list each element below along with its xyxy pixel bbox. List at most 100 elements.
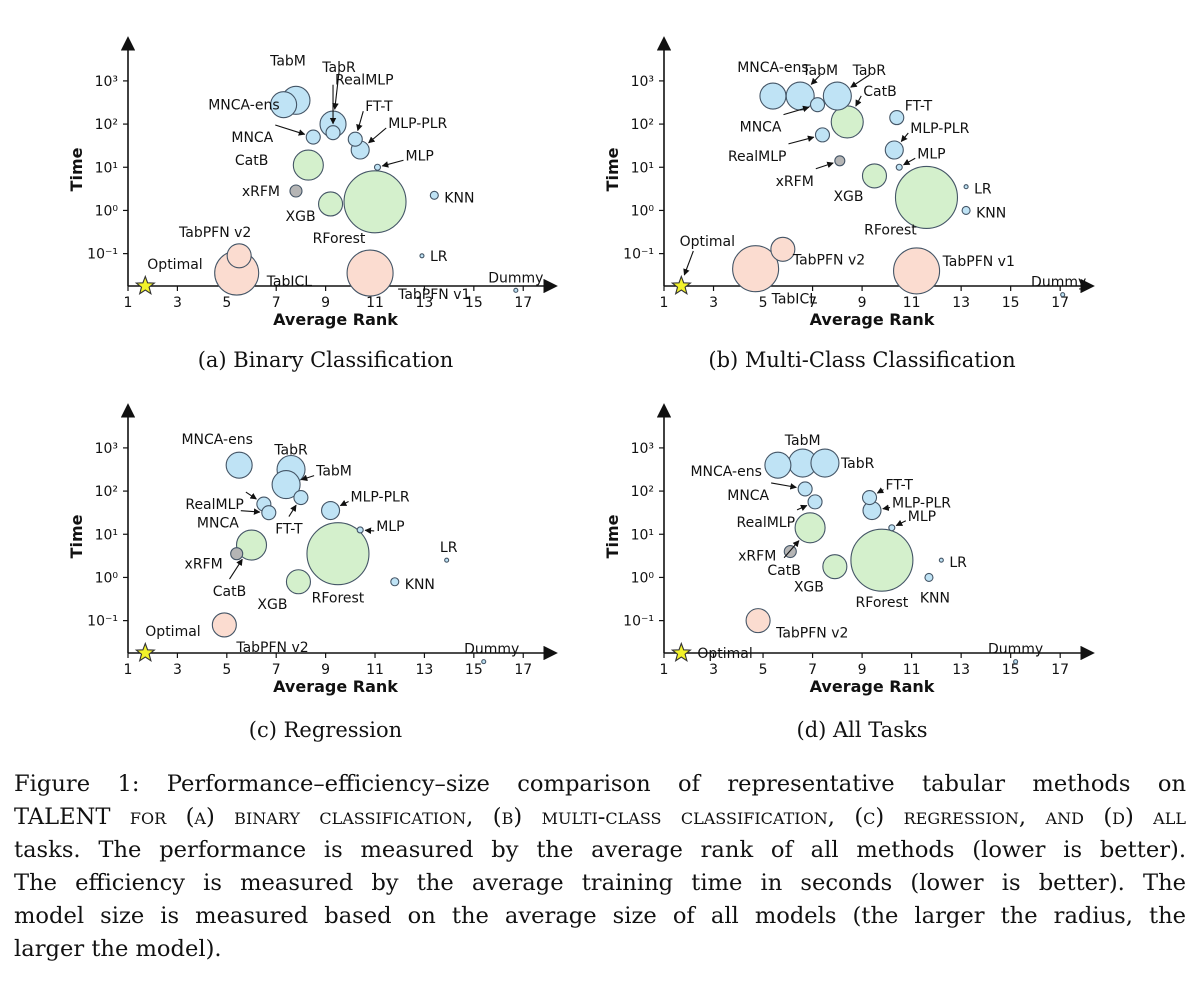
x-tick-label: 11	[366, 295, 384, 311]
caption-line: TALENT for (a) binary classification, (b…	[14, 804, 1186, 830]
x-tick-label: 5	[759, 295, 768, 311]
bubble-tabpfn-v2	[211, 612, 237, 638]
bubble-tabpfn-v2	[770, 236, 796, 262]
y-tick-label: 10⁰	[95, 203, 119, 219]
point-label-catb: CatB	[767, 563, 800, 579]
point-label-tabpfn-v1: TabPFN v1	[942, 254, 1015, 270]
x-axis-label: Average Rank	[810, 310, 935, 329]
x-tick-label: 17	[514, 295, 532, 311]
bubble-tabm	[785, 81, 815, 111]
y-tick-label: 10³	[95, 74, 118, 90]
bubble-lr	[419, 253, 425, 259]
point-label-lr: LR	[949, 555, 967, 571]
bubble-tabr	[810, 448, 840, 478]
x-tick-label: 3	[709, 662, 718, 678]
x-tick-label: 9	[321, 662, 330, 678]
point-label-tabpfn-v2: TabPFN v2	[235, 640, 308, 656]
point-label-mlp: MLP	[908, 509, 936, 525]
annotation-arrow	[332, 72, 340, 110]
point-label-dummy: Dummy	[1031, 275, 1086, 291]
point-label-xrfm: xRFM	[242, 184, 280, 200]
optimal-label: Optimal	[680, 234, 735, 250]
point-label-mlp-plr: MLP-PLR	[388, 116, 447, 132]
x-tick-label: 13	[416, 295, 434, 311]
y-tick-label: 10³	[95, 441, 118, 457]
bubble-ft-t	[347, 131, 363, 147]
y-tick-label: 10¹	[631, 527, 654, 543]
point-label-rforest: RForest	[864, 222, 917, 238]
bubble-rforest	[306, 522, 370, 586]
point-label-tabpfn-v2: TabPFN v2	[775, 626, 848, 642]
optimal-label: Optimal	[145, 624, 200, 640]
optimal-label: Optimal	[697, 646, 752, 662]
bubble-realmlp	[807, 494, 823, 510]
bubble-lr	[938, 557, 944, 563]
bubble-xgb	[285, 569, 311, 595]
caption-line: model size is measured based on the aver…	[14, 903, 1186, 929]
annotation-arrow	[815, 161, 834, 170]
bubble-mlp	[356, 526, 364, 534]
point-label-xrfm: xRFM	[738, 549, 776, 565]
x-tick-label: 13	[952, 662, 970, 678]
point-label-mlp: MLP	[917, 146, 945, 162]
bubble-realmlp	[325, 125, 341, 141]
bubble-mnca	[261, 505, 277, 521]
optimal-star-icon	[670, 641, 692, 662]
bubble-rforest	[894, 165, 959, 230]
subfigure-caption: (d) All Tasks	[797, 718, 928, 742]
bubble-rforest	[850, 528, 914, 592]
annotation-arrow	[381, 159, 404, 168]
y-tick-label: 10⁰	[631, 203, 655, 219]
bubble-catb	[830, 105, 864, 139]
point-label-tabicl: TabICL	[266, 274, 313, 290]
point-label-tabm: TabM	[784, 433, 821, 449]
bubble-xrfm	[289, 184, 303, 198]
point-label-lr: LR	[974, 182, 992, 198]
point-label-knn: KNN	[444, 190, 474, 206]
point-label-realmlp: RealMLP	[335, 73, 394, 89]
point-label-lr: LR	[440, 540, 458, 556]
point-label-xgb: XGB	[794, 580, 824, 596]
annotation-arrow	[876, 487, 885, 494]
point-label-tabpfn-v2: TabPFN v2	[792, 252, 865, 268]
x-tick-label: 3	[173, 295, 182, 311]
point-label-mnca: MNCA	[197, 516, 239, 532]
x-tick-label: 9	[321, 295, 330, 311]
bubble-mlp-plr	[884, 140, 904, 160]
y-tick-label: 10⁻¹	[623, 247, 654, 263]
figure-caption: Figure 1: Performance–efficiency–size co…	[14, 768, 1186, 966]
y-tick-label: 10⁻¹	[87, 614, 118, 630]
x-tick-label: 3	[709, 295, 718, 311]
annotation-arrow	[364, 527, 375, 535]
bubble-tabpfn-v1	[346, 249, 394, 297]
x-tick-label: 15	[465, 662, 483, 678]
x-tick-label: 7	[808, 295, 817, 311]
bubble-dummy	[481, 659, 487, 665]
x-tick-label: 1	[660, 295, 669, 311]
optimal-star-icon	[134, 641, 156, 662]
x-tick-label: 5	[222, 662, 231, 678]
x-tick-label: 17	[1051, 662, 1069, 678]
point-label-tabr: TabR	[273, 442, 308, 458]
point-label-xrfm: xRFM	[776, 174, 814, 190]
optimal-star-icon	[134, 274, 156, 295]
point-label-mnca-ens: MNCA-ens	[181, 432, 252, 448]
annotation-arrow	[783, 540, 800, 559]
bubble-mnca	[797, 481, 813, 497]
bubble-knn	[429, 190, 439, 200]
y-axis-label: Time	[603, 514, 622, 558]
annotation-arrow	[288, 504, 297, 517]
annotation-arrow	[229, 558, 243, 580]
x-tick-label: 11	[366, 662, 384, 678]
point-label-ft-t: FT-T	[275, 522, 303, 538]
point-label-tabr: TabR	[840, 456, 875, 472]
annotation-arrow	[796, 504, 808, 511]
x-tick-label: 15	[1002, 295, 1020, 311]
caption-line: larger the model).	[14, 936, 222, 962]
bubble-mnca	[305, 129, 321, 145]
point-label-mnca-ens: MNCA-ens	[208, 98, 279, 114]
point-label-tabm: TabM	[801, 63, 838, 79]
optimal-label: Optimal	[147, 257, 202, 273]
